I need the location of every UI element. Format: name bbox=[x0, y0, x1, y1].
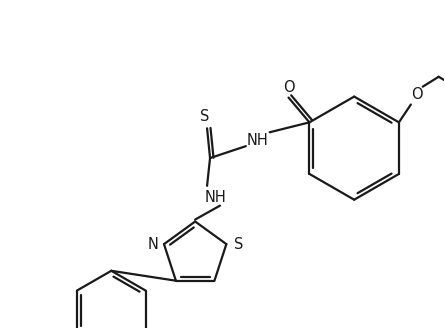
Text: O: O bbox=[411, 87, 423, 102]
Text: O: O bbox=[283, 80, 294, 95]
Text: NH: NH bbox=[247, 133, 269, 148]
Text: N: N bbox=[147, 237, 158, 252]
Text: S: S bbox=[200, 109, 210, 124]
Text: NH: NH bbox=[204, 190, 226, 205]
Text: S: S bbox=[235, 237, 244, 252]
